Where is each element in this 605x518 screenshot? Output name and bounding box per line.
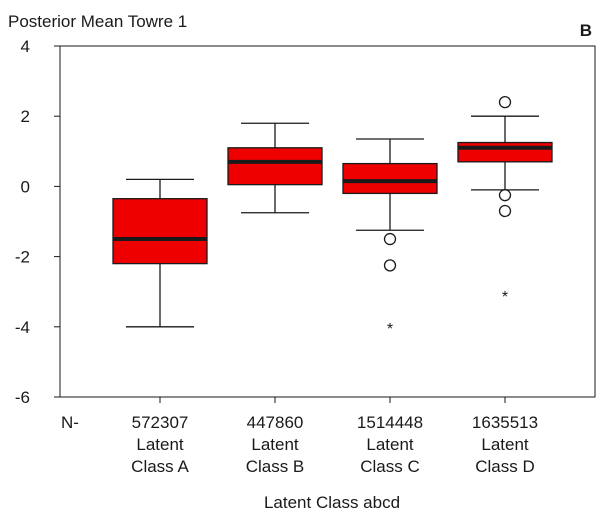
- outlier-point: [498, 96, 512, 109]
- box-iqr: [457, 141, 553, 163]
- y-tick-label: 4: [21, 37, 30, 56]
- chart-title: Posterior Mean Towre 1: [8, 12, 187, 31]
- box-series: **: [112, 96, 553, 338]
- y-tick-label: -2: [15, 248, 30, 267]
- x-tick-label-n: 1514448: [357, 413, 423, 432]
- outlier-point: [383, 259, 397, 272]
- extreme-point: *: [387, 321, 393, 338]
- x-axis: N- 572307 Latent Class A 447860 Latent Class …: [61, 397, 538, 476]
- x-tick-label-line2: Class B: [246, 457, 305, 476]
- outlier-point: [498, 189, 512, 202]
- box-group: *: [457, 96, 553, 306]
- y-tick-label: 2: [21, 107, 30, 126]
- x-tick-label-n: 572307: [132, 413, 189, 432]
- box-iqr: [112, 198, 208, 265]
- box-iqr: [227, 147, 323, 186]
- x-tick-label-line1: Latent: [251, 435, 299, 454]
- x-tick-label-n: 1635513: [472, 413, 538, 432]
- y-tick-label: -4: [15, 318, 30, 337]
- x-tick-label-line2: Class A: [131, 457, 189, 476]
- x-axis-title: Latent Class abcd: [264, 493, 400, 512]
- y-tick-label: -6: [15, 388, 30, 407]
- box-group: *: [342, 138, 438, 338]
- x-tick-label-n: 447860: [247, 413, 304, 432]
- box-group: [227, 122, 323, 214]
- plot-frame: [59, 45, 596, 398]
- y-tick-label: 0: [21, 177, 30, 196]
- x-tick-label-line1: Latent: [366, 435, 414, 454]
- x-tick-label-line2: Class C: [360, 457, 420, 476]
- outlier-point: [383, 232, 397, 246]
- extreme-point: *: [502, 289, 508, 306]
- x-tick-label-line1: Latent: [136, 435, 184, 454]
- x-tick-label-line1: Latent: [481, 435, 529, 454]
- y-axis: 4 2 0 -2 -4 -6: [15, 37, 60, 407]
- box-iqr: [342, 162, 438, 195]
- n-prefix-label: N-: [61, 413, 79, 432]
- panel-label: B: [580, 21, 592, 40]
- box-group: [112, 178, 208, 328]
- x-tick-label-line2: Class D: [475, 457, 535, 476]
- outlier-point: [498, 204, 512, 218]
